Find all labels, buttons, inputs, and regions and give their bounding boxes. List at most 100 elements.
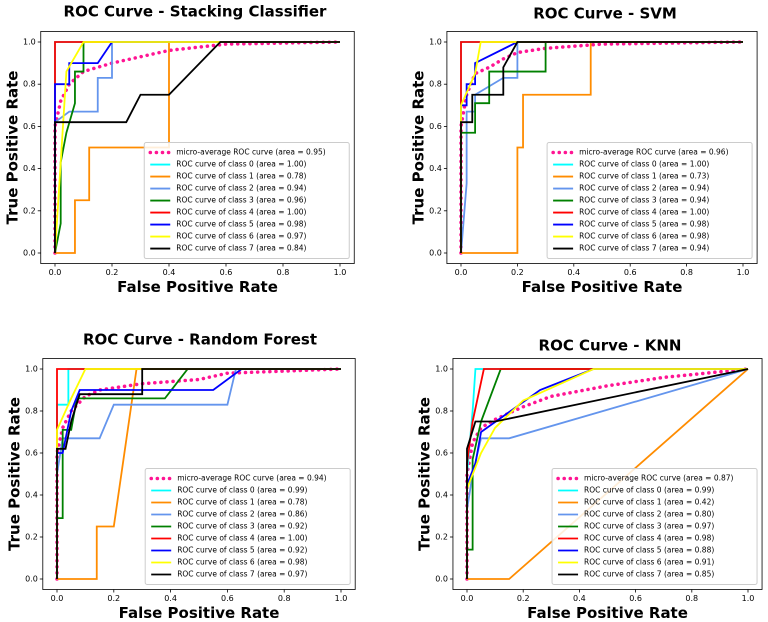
x-tick-label: 0.6 (629, 594, 642, 603)
x-tick-label: 1.0 (335, 594, 348, 603)
y-tick-label: 0.2 (23, 206, 36, 215)
y-tick-label: 0.6 (435, 449, 448, 458)
y-tick-label: 0.8 (23, 80, 36, 89)
x-tick-label: 0.4 (567, 268, 580, 277)
roc-curve (55, 367, 343, 581)
legend-label: ROC curve of class 2 (area = 0.94) (579, 184, 709, 193)
roc-curve (460, 41, 743, 253)
y-tick-label: 0.4 (23, 164, 36, 173)
x-tick-label: 0.0 (455, 268, 468, 277)
x-tick-label: 1.0 (742, 594, 755, 603)
y-tick-label: 0.6 (23, 122, 36, 131)
legend-box (144, 468, 351, 585)
y-tick-label: 0.6 (25, 449, 38, 458)
roc-curve (459, 40, 745, 255)
legend-label: micro-average ROC curve (area = 0.94) (177, 474, 326, 483)
legend-label: ROC curve of class 4 (area = 1.00) (176, 208, 306, 217)
y-tick-label: 0.2 (429, 206, 442, 215)
x-tick-label: 0.6 (220, 268, 233, 277)
legend-label: ROC curve of class 4 (area = 0.98) (584, 534, 714, 543)
x-axis-label: False Positive Rate (527, 604, 688, 622)
roc-curve (54, 41, 340, 254)
legend-label: micro-average ROC curve (area = 0.96) (579, 148, 728, 157)
x-tick-label: 0.8 (680, 268, 693, 277)
y-tick-label: 0.0 (23, 249, 36, 258)
legend-label: ROC curve of class 5 (area = 0.88) (584, 546, 714, 555)
x-tick-label: 0.8 (278, 594, 291, 603)
y-tick-label: 0.8 (435, 407, 448, 416)
legend-label: ROC curve of class 6 (area = 0.98) (579, 232, 709, 241)
roc-curve (56, 368, 341, 579)
legend-label: ROC curve of class 7 (area = 0.84) (176, 244, 306, 253)
y-tick-label: 1.0 (435, 365, 448, 374)
legend-label: ROC curve of class 3 (area = 0.92) (177, 522, 307, 531)
legend-label: ROC curve of class 4 (area = 1.00) (177, 534, 307, 543)
x-tick-label: 0.4 (573, 594, 586, 603)
x-axis-label: False Positive Rate (119, 604, 280, 622)
x-tick-label: 1.0 (334, 268, 347, 277)
y-tick-label: 1.0 (23, 38, 36, 47)
x-tick-label: 0.6 (221, 594, 234, 603)
roc-panel: ROC Curve - Stacking Classifier False Pos… (3, 3, 355, 296)
legend-label: ROC curve of class 1 (area = 0.78) (176, 172, 306, 181)
roc-curve (53, 40, 342, 255)
legend-label: ROC curve of class 5 (area = 0.98) (176, 220, 306, 229)
x-tick-label: 0.4 (163, 268, 176, 277)
legend-label: ROC curve of class 5 (area = 0.92) (177, 546, 307, 555)
y-tick-label: 0.6 (429, 122, 442, 131)
roc-curve (466, 368, 749, 579)
legend-label: ROC curve of class 5 (area = 0.98) (579, 220, 709, 229)
y-axis-label: True Positive Rate (415, 397, 433, 551)
y-axis-label: True Positive Rate (3, 71, 21, 225)
roc-curve (465, 367, 750, 581)
legend-label: ROC curve of class 7 (area = 0.97) (177, 570, 307, 579)
y-tick-label: 0.0 (429, 249, 442, 258)
legend-label: ROC curve of class 3 (area = 0.96) (176, 196, 306, 205)
y-axis-label: True Positive Rate (5, 397, 23, 551)
axes-frame (446, 31, 758, 264)
legend-label: ROC curve of class 4 (area = 1.00) (579, 208, 709, 217)
legend-label: ROC curve of class 1 (area = 0.73) (579, 172, 709, 181)
x-tick-label: 0.0 (49, 268, 62, 277)
roc-curve (54, 41, 340, 254)
x-tick-label: 0.0 (461, 594, 474, 603)
legend-box (551, 468, 758, 585)
x-tick-label: 0.2 (107, 594, 120, 603)
y-tick-label: 0.0 (435, 575, 448, 584)
legend-label: ROC curve of class 2 (area = 0.80) (584, 510, 714, 519)
x-axis-label: False Positive Rate (522, 278, 683, 296)
y-tick-label: 1.0 (25, 365, 38, 374)
legend-label: ROC curve of class 3 (area = 0.94) (579, 196, 709, 205)
legend-label: ROC curve of class 1 (area = 0.42) (584, 498, 714, 507)
roc-panel: ROC Curve - SVM False Positive Rate True P… (409, 5, 758, 296)
x-tick-label: 0.2 (106, 268, 119, 277)
legend-label: ROC curve of class 6 (area = 0.98) (177, 558, 307, 567)
x-axis-label: False Positive Rate (117, 278, 278, 296)
legend-label: ROC curve of class 6 (area = 0.91) (584, 558, 714, 567)
legend-label: micro-average ROC curve (area = 0.87) (584, 474, 733, 483)
x-tick-label: 0.6 (624, 268, 637, 277)
roc-curve (467, 368, 749, 580)
legend-label: ROC curve of class 1 (area = 0.78) (177, 498, 307, 507)
y-tick-label: 0.4 (25, 491, 38, 500)
roc-curve (460, 41, 743, 253)
chart-title: ROC Curve - KNN (539, 337, 682, 355)
y-tick-label: 0.8 (429, 80, 442, 89)
roc-curve (56, 368, 341, 579)
legend-label: ROC curve of class 7 (area = 0.85) (584, 570, 714, 579)
roc-curve (461, 41, 743, 254)
legend-box (143, 142, 350, 260)
roc-panel: ROC Curve - Random Forest False Positive … (5, 331, 356, 622)
chart-title: ROC Curve - Random Forest (83, 331, 317, 349)
x-tick-label: 0.8 (685, 594, 698, 603)
x-tick-label: 0.2 (517, 594, 530, 603)
x-tick-label: 0.0 (51, 594, 64, 603)
legend-label: ROC curve of class 6 (area = 0.97) (176, 232, 306, 241)
roc-panel: ROC Curve - KNN False Positive Rate True P… (415, 337, 763, 622)
axes-frame (40, 31, 355, 264)
chart-title: ROC Curve - Stacking Classifier (64, 3, 328, 21)
legend-box (546, 142, 753, 260)
legend-label: ROC curve of class 2 (area = 0.86) (177, 510, 307, 519)
x-tick-label: 0.2 (511, 268, 524, 277)
legend-label: micro-average ROC curve (area = 0.95) (176, 148, 325, 157)
